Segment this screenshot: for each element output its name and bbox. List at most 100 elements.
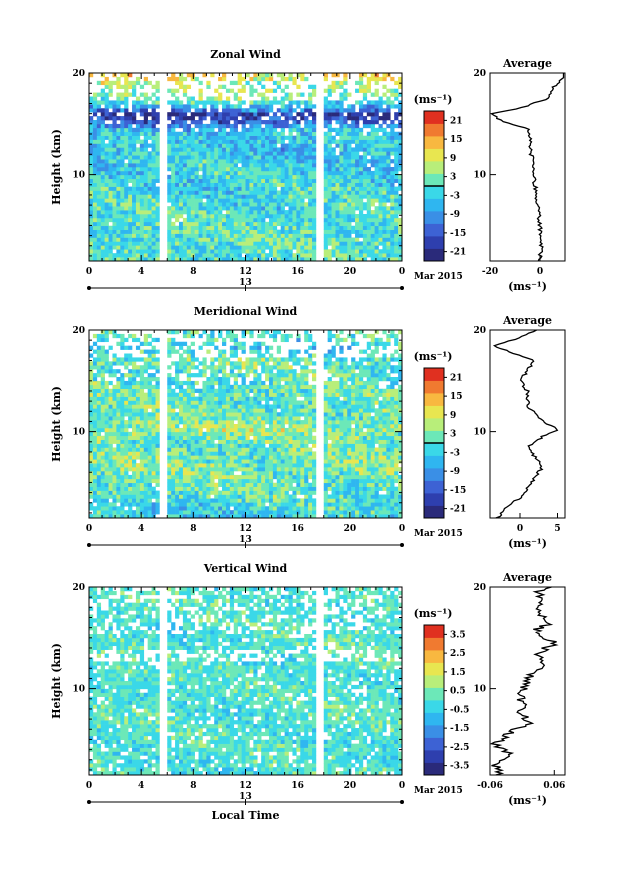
heatmap-cell [257, 139, 262, 144]
heatmap-cell [116, 100, 121, 105]
heatmap-cell [206, 506, 211, 511]
heatmap-cell [120, 155, 125, 160]
heatmap-cell [296, 135, 301, 140]
heatmap-cell [135, 253, 141, 258]
heatmap-cell [339, 486, 344, 491]
heatmap-cell [147, 174, 152, 180]
heatmap-cell [386, 439, 391, 444]
heatmap-cell [390, 170, 395, 176]
heatmap-cell [104, 163, 109, 168]
heatmap-cell [323, 155, 328, 160]
heatmap-cell [323, 257, 328, 262]
heatmap-cell [104, 245, 109, 250]
heatmap-cell [155, 471, 160, 476]
heatmap-cell [206, 486, 211, 491]
heatmap-cell [100, 194, 105, 199]
heatmap-cell [312, 463, 317, 468]
heatmap-cell [265, 186, 270, 191]
heatmap-cell [182, 139, 188, 144]
heatmap-cell [194, 431, 199, 437]
heatmap-cell [280, 253, 285, 258]
heatmap-cell [362, 88, 368, 93]
heatmap-cell [225, 257, 231, 262]
heatmap-cell [182, 120, 188, 125]
heatmap-cell [225, 253, 231, 258]
heatmap-cell [280, 202, 285, 207]
heatmap-cell [241, 494, 246, 499]
heatmap-cell [175, 174, 180, 180]
heatmap-cell [104, 174, 109, 180]
heatmap-cell [327, 459, 332, 464]
heatmap-cell [210, 237, 215, 242]
heatmap-cell [323, 249, 328, 254]
heatmap-cell [257, 241, 262, 246]
heatmap-cell [225, 143, 231, 148]
heatmap-cell [374, 108, 379, 113]
heatmap-cell [257, 467, 262, 472]
heatmap-cell [284, 123, 289, 129]
heatmap-cell [171, 210, 176, 215]
heatmap-cell [143, 143, 148, 148]
heatmap-cell [120, 190, 125, 195]
heatmap-cell [370, 451, 375, 456]
heatmap-cell [108, 502, 113, 507]
heatmap-cell [362, 214, 368, 219]
heatmap-cell [343, 206, 348, 211]
heatmap-cell [304, 147, 309, 152]
heatmap-cell [296, 443, 301, 448]
heatmap-cell [241, 135, 246, 140]
heatmap-cell [339, 237, 344, 242]
heatmap-cell [331, 467, 336, 472]
heatmap-cell [292, 490, 297, 495]
heatmap-cell [96, 159, 102, 164]
heatmap-cell [116, 139, 121, 144]
heatmap-cell [225, 490, 231, 495]
heatmap-cell [116, 151, 121, 156]
heatmap-cell [370, 471, 375, 476]
heatmap-cell [268, 237, 274, 242]
heatmap-cell [89, 506, 94, 511]
heatmap-cell [272, 451, 278, 456]
heatmap-cell [190, 127, 195, 133]
heatmap-cell [339, 186, 344, 191]
heatmap-cell [214, 245, 219, 250]
heatmap-cell [280, 447, 285, 452]
heatmap-cell [280, 194, 285, 199]
heatmap-cell [312, 439, 317, 444]
heatmap-cell [245, 514, 250, 519]
heatmap-cell [276, 194, 282, 199]
heatmap-cell [155, 80, 160, 86]
heatmap-cell [382, 127, 387, 133]
colorbar-segment [424, 186, 444, 199]
heatmap-cell [89, 467, 94, 472]
heatmap-cell [370, 131, 375, 136]
heatmap-cell [265, 73, 270, 78]
heatmap-cell [331, 108, 336, 113]
heatmap-cell [374, 502, 379, 507]
heatmap-cell [92, 494, 98, 499]
heatmap-cell [335, 84, 340, 89]
heatmap-cell [124, 151, 129, 156]
heatmap-cell [284, 104, 289, 109]
heatmap-cell [218, 202, 223, 207]
heatmap-cell [245, 482, 250, 487]
heatmap-cell [225, 217, 231, 223]
heatmap-cell [186, 178, 192, 183]
heatmap-cell [394, 96, 399, 101]
heatmap-cell [300, 221, 305, 227]
heatmap-cell [120, 257, 125, 262]
heatmap-cell [112, 459, 117, 464]
heatmap-cell [128, 237, 133, 242]
heatmap-cell [225, 498, 231, 503]
heatmap-cell [323, 471, 328, 476]
heatmap-cell [394, 447, 399, 452]
heatmap-cell [96, 170, 102, 176]
heatmap-cell [229, 194, 235, 199]
heatmap-cell [378, 76, 383, 82]
heatmap-cell [128, 467, 133, 472]
heatmap-cell [335, 439, 340, 444]
heatmap-cell [218, 170, 223, 176]
heatmap-cell [284, 112, 289, 117]
heatmap-cell [210, 100, 215, 105]
heatmap-cell [335, 459, 340, 464]
